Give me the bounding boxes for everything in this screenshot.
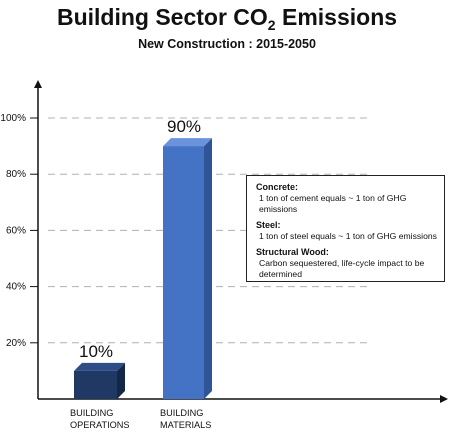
y-tick-label: 100%	[0, 113, 26, 124]
chart-subtitle: New Construction : 2015-2050	[138, 37, 316, 51]
bar-building-materials	[163, 146, 204, 399]
bar-building-materials-side	[204, 138, 212, 399]
data-label: 90%	[167, 117, 201, 136]
bar-building-materials-top	[163, 138, 212, 147]
category-label: OPERATIONS	[70, 420, 130, 430]
y-tick-label: 20%	[6, 338, 26, 349]
legend-text: 1 ton of steel equals ~ 1 ton of GHG emi…	[259, 231, 437, 241]
legend-item-steel: Steel: 1 ton of steel equals ~ 1 ton of …	[256, 220, 438, 242]
category-label: BUILDING	[70, 408, 113, 418]
y-tick-label: 60%	[6, 225, 26, 236]
legend-item-concrete: Concrete: 1 ton of cement equals ~ 1 ton…	[256, 182, 438, 215]
chart-title: Building Sector CO2 Emissions	[56, 4, 398, 33]
legend-text: Carbon sequestered, life-cycle impact to…	[259, 258, 425, 279]
legend-heading: Concrete:	[256, 182, 299, 192]
bar-building-operations	[74, 370, 117, 399]
category-label: MATERIALS	[160, 420, 211, 430]
data-label: 10%	[79, 342, 113, 361]
x-axis-arrow	[440, 395, 448, 403]
legend-text: 1 ton of cement equals ~ 1 ton of GHG em…	[259, 193, 407, 214]
bar-building-operations-top	[74, 362, 125, 371]
bar-building-operations-side	[117, 362, 125, 399]
legend-heading: Structural Wood:	[256, 247, 329, 257]
y-axis-arrow	[34, 80, 42, 88]
y-tick-label: 40%	[6, 282, 26, 293]
category-label: BUILDING	[160, 408, 203, 418]
legend-item-structural-wood: Structural Wood: Carbon sequestered, lif…	[256, 247, 438, 280]
legend-heading: Steel:	[256, 220, 281, 230]
legend-box: Concrete: 1 ton of cement equals ~ 1 ton…	[246, 175, 445, 282]
y-tick-label: 80%	[6, 169, 26, 180]
